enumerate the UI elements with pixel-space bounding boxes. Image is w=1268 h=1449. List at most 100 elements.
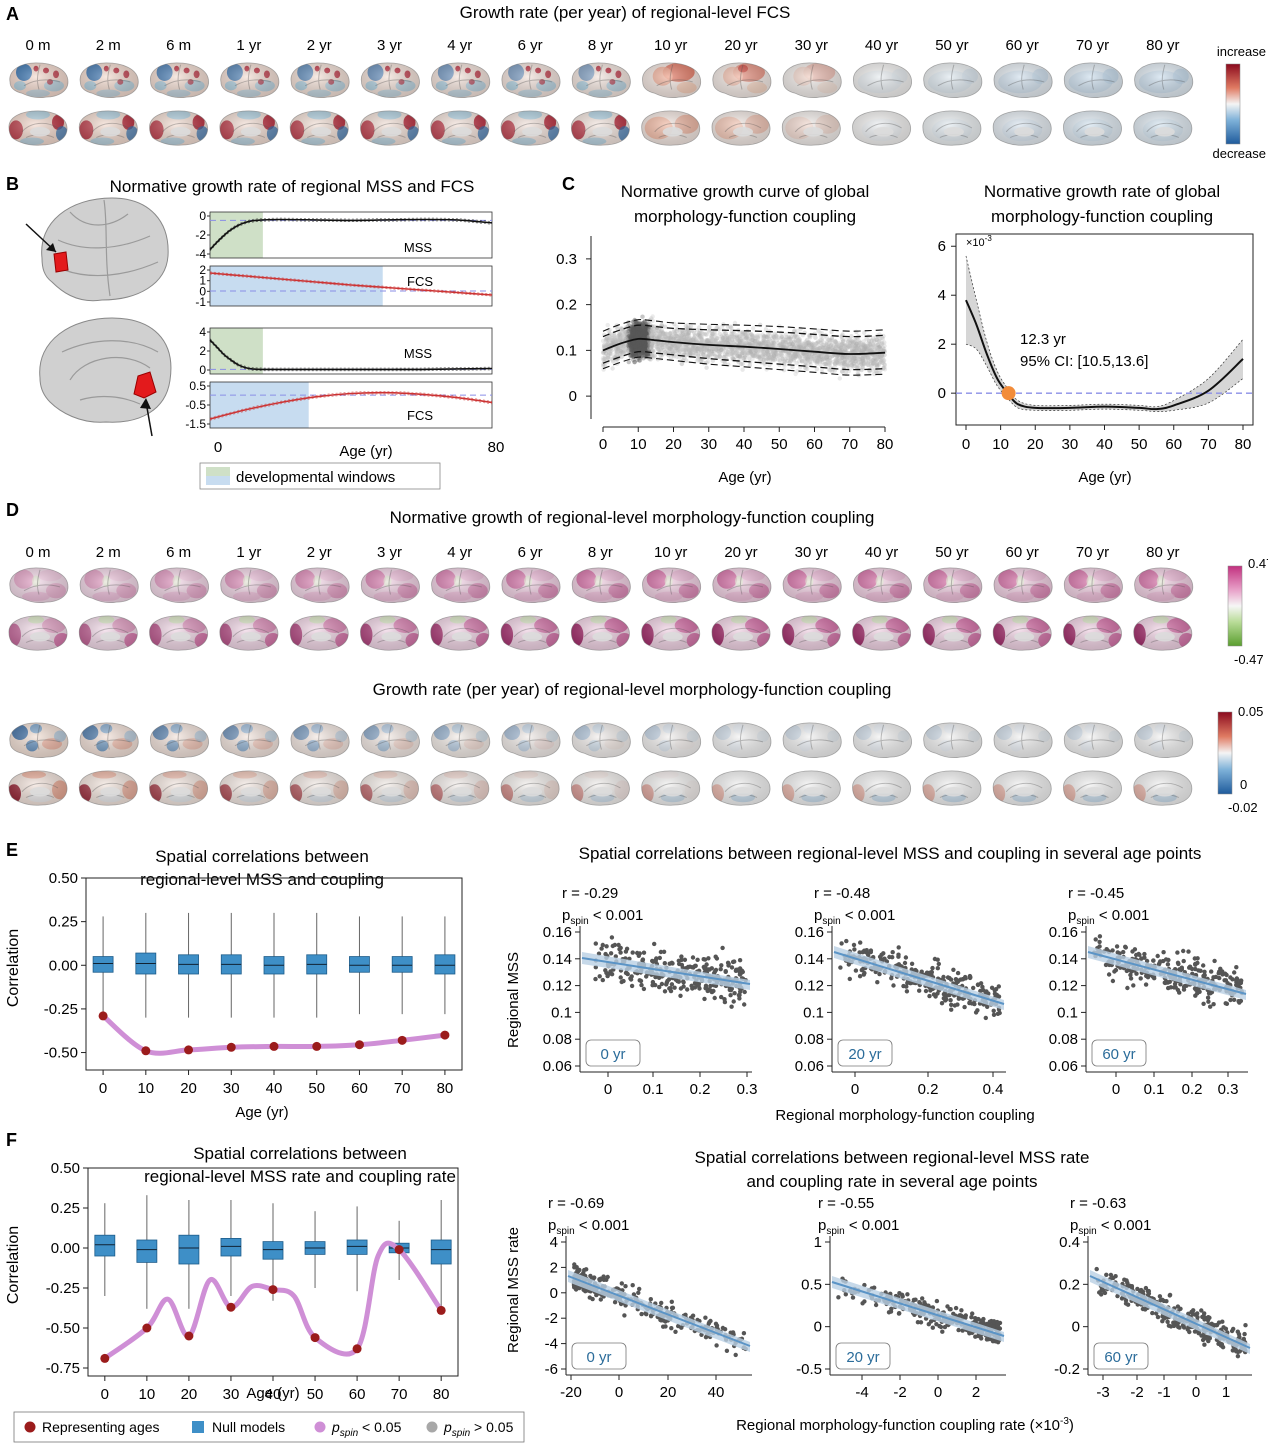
- brain-medial-wall: [592, 632, 613, 642]
- data-point: [760, 335, 766, 341]
- data-point: [793, 371, 798, 377]
- age-label: 50 yr: [935, 544, 968, 561]
- data-point: [818, 362, 823, 367]
- data-point: [646, 334, 652, 339]
- data-point: [649, 316, 654, 321]
- data-point: [792, 351, 797, 356]
- data-point: [786, 342, 791, 348]
- age-label: 6 yr: [518, 37, 543, 54]
- x-tick-label: 60: [1165, 436, 1182, 453]
- brain-lateral-map: [993, 62, 1053, 99]
- ci-lower: [209, 273, 493, 297]
- y-tick-label: -1: [195, 295, 206, 309]
- brain-medial-wall: [381, 787, 402, 797]
- data-point: [691, 329, 696, 334]
- brain-medial-map: [992, 110, 1052, 146]
- data-point: [605, 338, 611, 343]
- data-point: [812, 359, 818, 364]
- brain-hemisphere: [78, 615, 138, 651]
- brain-medial-wall: [170, 632, 191, 642]
- brain-outline: [150, 62, 210, 99]
- data-point: [706, 329, 712, 334]
- data-point: [849, 346, 854, 351]
- ci-upper: [209, 271, 493, 295]
- age-label: 2 yr: [307, 37, 332, 54]
- age-label: 0 m: [25, 37, 50, 54]
- data-point: [837, 355, 842, 360]
- brain-sulci: [937, 64, 975, 90]
- y-tick-label: 2: [938, 336, 946, 353]
- data-point: [650, 327, 655, 333]
- data-point: [869, 341, 874, 347]
- data-point: [630, 335, 635, 340]
- panel-c-rate-annotation-ci: 95% CI: [10.5,13.6]: [1020, 353, 1148, 370]
- brain-outline: [1134, 62, 1194, 99]
- brain-hemisphere: [993, 567, 1053, 604]
- panel-b: B Normative growth rate of regional MSS …: [6, 174, 504, 490]
- data-point: [641, 347, 646, 352]
- brain-medial-map: [852, 110, 912, 146]
- brain-outline: [79, 62, 139, 99]
- brain-coupling-medial: [781, 615, 841, 651]
- series-label: MSS: [404, 346, 433, 361]
- data-point: [687, 350, 692, 355]
- data-point: [874, 337, 879, 342]
- data-point: [797, 355, 803, 360]
- data-point: [743, 335, 748, 340]
- panel-b-legend: developmental windows: [199, 462, 441, 490]
- age-label: 4 yr: [447, 37, 472, 54]
- data-point: [740, 341, 745, 346]
- brain-shading: [572, 62, 631, 98]
- data-point: [772, 341, 777, 346]
- brain-hemisphere: [220, 722, 280, 759]
- brain-hemisphere: [642, 722, 702, 759]
- brain-outline: [782, 62, 842, 99]
- data-point: [630, 340, 635, 345]
- brain-outline: [570, 110, 630, 146]
- data-point: [793, 353, 799, 359]
- age-label: 8 yr: [588, 544, 613, 561]
- data-point: [645, 331, 651, 336]
- brain-medial-wall: [733, 787, 753, 797]
- brain-medial-map: [360, 110, 419, 146]
- brain-hemisphere: [922, 615, 982, 651]
- data-point: [647, 343, 653, 348]
- brain-coupling-lateral: [853, 567, 912, 604]
- data-point: [709, 333, 714, 338]
- data-point: [792, 354, 797, 360]
- brain-coupling-rate-medial: [289, 770, 349, 806]
- data-point: [660, 344, 665, 349]
- brain-coupling-rate-medial: [781, 770, 841, 806]
- data-point: [606, 355, 611, 360]
- x-tick-label: 60: [806, 436, 823, 453]
- panel-a-colorbar-bottom: decrease: [1213, 146, 1266, 161]
- panel-b-legend-label: developmental windows: [236, 469, 395, 486]
- data-point: [791, 345, 797, 350]
- brain-hemisphere: [641, 110, 701, 146]
- data-point: [803, 366, 809, 371]
- data-point: [666, 346, 672, 351]
- y-tick-label: 0: [199, 284, 206, 298]
- brain-hemisphere: [431, 62, 491, 99]
- data-point: [734, 349, 739, 355]
- data-point: [691, 350, 697, 356]
- brain-hemisphere: [641, 615, 701, 651]
- brain-lateral-map: [431, 62, 491, 99]
- data-point: [607, 349, 612, 354]
- brain-hemisphere: [782, 62, 842, 99]
- data-point: [684, 331, 689, 336]
- brain-hemisphere: [501, 62, 561, 99]
- age-label: 8 yr: [588, 37, 613, 54]
- age-label: 2 yr: [307, 544, 332, 561]
- brain-hemisphere: [360, 567, 420, 604]
- panel-c-letter: C: [562, 174, 575, 194]
- x-tick-label: 50: [771, 436, 788, 453]
- data-point: [672, 330, 677, 335]
- data-point: [871, 354, 876, 359]
- data-point: [843, 362, 848, 367]
- brain-medial-wall: [733, 632, 753, 642]
- brain-hemisphere: [711, 770, 771, 806]
- data-point: [630, 329, 636, 334]
